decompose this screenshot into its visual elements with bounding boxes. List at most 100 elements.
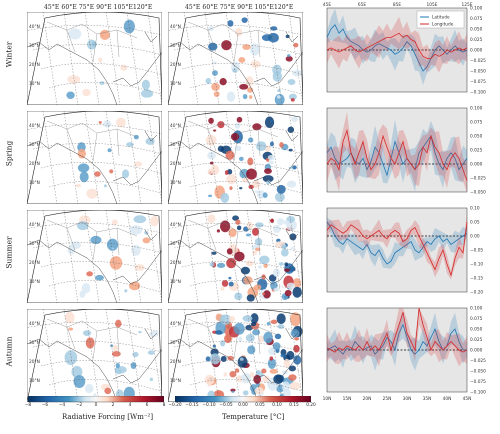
map-blob <box>204 374 215 385</box>
map-blob <box>255 247 261 252</box>
y-tick-label: 0.00 <box>470 234 480 240</box>
map-blob <box>272 224 281 233</box>
map-blob <box>228 316 236 323</box>
map-longitude-line <box>246 210 262 303</box>
colorbar-temperature-ticks: −0.20 −0.15 −0.10 −0.05 0.00 0.05 0.10 0.15 0.20 <box>168 403 315 411</box>
map-latitude-line <box>189 181 302 194</box>
map-blob <box>212 70 218 76</box>
map-blob <box>274 333 282 340</box>
map-lat-label: 30°N <box>170 241 181 247</box>
map-blob <box>263 263 268 268</box>
map-top-labels-col2: 45°E 60°E 75°E 90°E 105°E120°E <box>185 4 294 11</box>
bottom-axis-tick: 35N <box>423 396 432 402</box>
map-blob <box>86 39 97 50</box>
map-panel-autumn-radiative: 40°N 30°N 20°N 10°N <box>27 309 162 402</box>
y-tick-label: −0.10 <box>470 262 483 268</box>
map-blob <box>269 219 274 222</box>
colorbar-tick: −4 <box>58 403 66 408</box>
map-frame <box>168 12 303 105</box>
map-blob <box>273 374 284 384</box>
map-blob <box>124 289 128 293</box>
map-latitude-line <box>168 124 303 135</box>
map-longitude-line <box>105 210 121 303</box>
map-blob <box>274 192 285 202</box>
map-blob <box>211 251 217 255</box>
y-tick-label: 0.075 <box>470 316 483 322</box>
map-blob <box>242 315 253 322</box>
map-blob <box>258 335 265 343</box>
map-blob <box>272 268 281 277</box>
map-blob <box>220 355 227 362</box>
map-blob <box>273 287 280 292</box>
map-blob <box>238 156 244 161</box>
map-blob <box>282 370 288 375</box>
colorbar-radiative-ticks: −8 −6 −4 −2 0 2 4 6 8 <box>25 403 166 411</box>
series-band-latitude <box>327 217 467 269</box>
map-lat-label: 30°N <box>29 43 40 49</box>
map-blob <box>224 334 232 344</box>
map-borders <box>46 21 138 63</box>
map-coastline <box>168 130 303 204</box>
map-blob <box>292 69 303 77</box>
map-frame <box>27 210 162 303</box>
map-frame <box>168 309 303 402</box>
map-latitude-line <box>173 242 303 254</box>
map-blob <box>217 121 225 129</box>
map-latitude-line <box>173 143 303 155</box>
map-borders <box>46 120 138 162</box>
map-lat-label: 40°N <box>29 222 40 228</box>
map-blob <box>234 251 245 262</box>
map-blob <box>247 345 256 355</box>
map-blob <box>220 340 226 347</box>
map-blob <box>227 168 233 175</box>
map-blob <box>227 355 234 361</box>
map-blob <box>226 173 237 185</box>
map-blob <box>250 60 261 68</box>
map-blob <box>290 329 300 338</box>
map-blob <box>226 91 236 102</box>
map-blob <box>284 289 292 297</box>
map-blob <box>276 313 286 325</box>
y-tick-label: −0.075 <box>470 79 486 85</box>
map-blob <box>246 221 253 230</box>
map-blob <box>99 29 110 41</box>
map-blob <box>249 372 255 378</box>
map-blob <box>221 40 232 51</box>
y-tick-label: 0.100 <box>470 306 483 312</box>
map-blob <box>284 262 289 267</box>
map-borders <box>187 318 279 360</box>
map-blob <box>220 286 225 291</box>
map-blob <box>221 280 229 287</box>
map-borders <box>187 219 279 261</box>
colorbar-tick: −2 <box>75 403 83 408</box>
map-blob <box>220 192 230 203</box>
map-blob <box>79 171 89 183</box>
map-longitude-line <box>183 12 199 105</box>
map-blob <box>256 141 267 152</box>
map-blob <box>269 356 274 361</box>
map-blob <box>280 353 286 358</box>
map-blob <box>207 151 216 160</box>
map-lat-label: 40°N <box>170 24 181 30</box>
map-blob <box>82 330 92 336</box>
series-line-latitude <box>326 221 468 265</box>
map-blob <box>215 330 223 335</box>
y-tick-label: −0.15 <box>470 276 483 282</box>
map-blob <box>133 134 139 140</box>
map-longitude-line <box>183 210 199 303</box>
map-longitude-line <box>105 12 121 105</box>
map-blob <box>240 373 252 384</box>
bottom-axis-tick: 20N <box>363 396 372 402</box>
map-lat-label: 30°N <box>170 340 181 346</box>
map-blob <box>134 264 145 271</box>
map-longitude-line <box>42 111 58 204</box>
map-blob <box>242 390 249 396</box>
map-blob <box>99 81 105 85</box>
map-lat-label: 30°N <box>29 142 40 148</box>
y-tick-label: −0.050 <box>470 69 486 75</box>
map-blob <box>249 95 253 100</box>
y-tick-label: −0.050 <box>470 369 486 375</box>
map-blob <box>283 358 291 368</box>
map-blob <box>283 219 290 226</box>
map-panel-winter-radiative: 40°N 30°N 20°N 10°N <box>27 12 162 105</box>
